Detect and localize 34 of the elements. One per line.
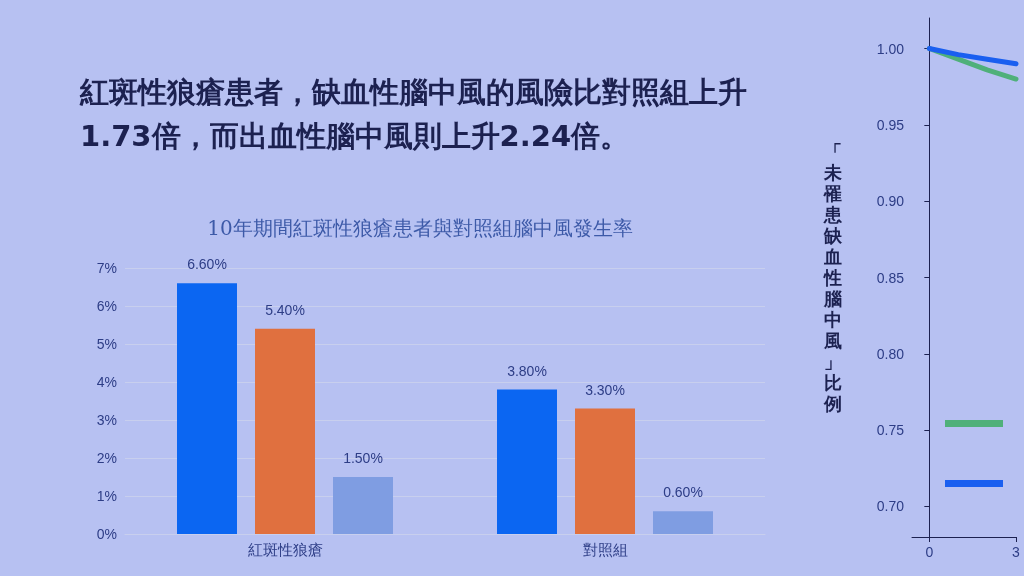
y-tick-label: 5% (96, 336, 117, 352)
text: 「未罹患缺血性腦中風」比例 (824, 141, 842, 414)
text: 紅斑性狼瘡患者，缺血性腦中風的風險比對照組上升1.73倍，而出血性腦中風則上升2.24倍。 (80, 74, 748, 155)
bar (255, 328, 315, 534)
bar (333, 477, 393, 534)
y-tick-label: 0.70 (876, 498, 905, 515)
y-tick-label: 6% (96, 298, 117, 314)
x-tick-label: 0 (925, 544, 934, 560)
y-tick-label: 0% (96, 526, 117, 542)
data-label: 3.30% (585, 381, 625, 398)
y-tick-label: 3% (96, 412, 117, 428)
data-label: 6.60% (187, 256, 227, 273)
data-label: 5.40% (265, 301, 305, 318)
x-tick-label: 紅斑性狼瘡 (247, 541, 323, 558)
bar (177, 283, 237, 534)
x-tick-label: 對照組 (582, 541, 628, 558)
data-label: 1.50% (343, 450, 383, 466)
y-tick-label: 0.90 (876, 193, 905, 210)
y-tick-label: 4% (96, 374, 117, 390)
y-tick-label: 0.75 (876, 422, 905, 439)
x-tick-label: 3 (1012, 544, 1021, 560)
y-tick-label: 1.00 (876, 40, 905, 57)
y-tick-label: 1% (96, 488, 117, 504)
y-tick-label: 0.85 (876, 269, 905, 286)
data-label: 0.60% (663, 484, 703, 501)
chart-title: 10年期間紅斑性狼瘡患者與對照組腦中風發生率 (207, 216, 633, 240)
bar (497, 389, 557, 534)
bar (653, 511, 713, 534)
y-tick-label: 7% (96, 260, 117, 276)
y-tick-label: 0.95 (876, 116, 905, 133)
y-tick-label: 2% (96, 450, 117, 466)
data-label: 3.80% (507, 362, 547, 379)
bar (575, 408, 635, 534)
y-tick-label: 0.80 (876, 345, 905, 362)
